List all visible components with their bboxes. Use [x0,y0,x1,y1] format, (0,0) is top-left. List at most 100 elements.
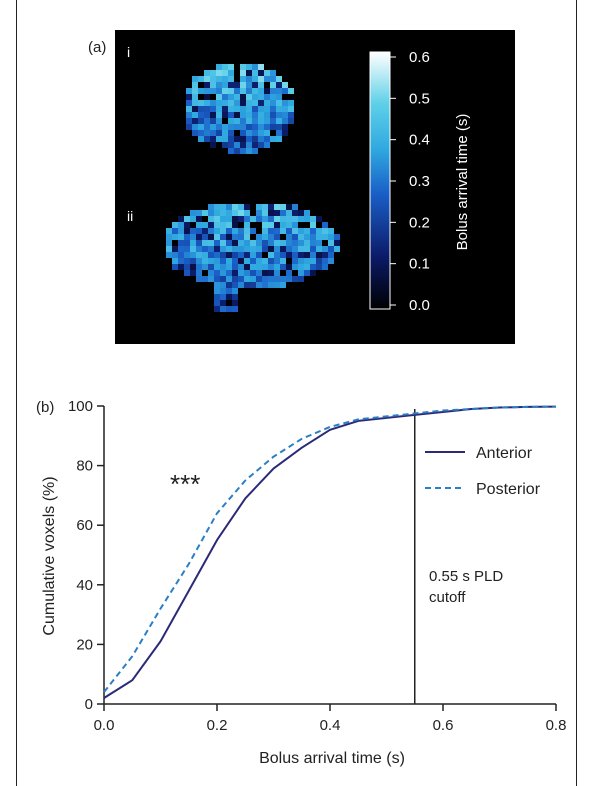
x-tick-label: 0.8 [546,717,567,734]
slice-voxel [186,118,192,124]
panel-a-label: (a) [88,39,106,56]
slice-voxel [222,82,228,88]
slice-voxel [196,276,202,282]
slice-voxel [282,130,288,136]
slice-voxel [304,210,310,216]
slice-voxel [256,204,262,210]
slice-voxel [232,252,238,258]
slice-voxel [208,258,214,264]
slice-voxel [226,204,232,210]
slice-voxel [246,88,252,94]
slice-voxel [216,64,222,70]
slice-voxel [226,234,232,240]
slice-voxel [276,130,282,136]
slice-voxel [208,240,214,246]
slice-voxel [202,210,208,216]
chart-lines [103,405,557,704]
brain-slice-i [186,64,294,154]
slice-voxel [244,276,250,282]
slice-voxel [216,136,222,142]
slice-voxel [292,228,298,234]
slice-voxel [190,258,196,264]
slice-voxel [268,228,274,234]
slice-voxel [204,100,210,106]
slice-voxel [244,228,250,234]
slice-voxel [214,306,220,312]
slice-voxel [204,94,210,100]
slice-voxel [208,234,214,240]
slice-voxel [240,136,246,142]
slice-voxel [328,228,334,234]
slice-voxel [202,228,208,234]
slice-voxel [166,252,172,258]
slice-voxel [244,240,250,246]
slice-voxel [214,216,220,222]
slice-voxel [310,240,316,246]
slice-voxel [220,204,226,210]
slice-voxel [178,258,184,264]
slice-voxel [220,258,226,264]
y-tick-label: 20 [76,636,93,653]
slice-voxel [264,130,270,136]
slice-voxel [220,246,226,252]
slice-voxel [256,234,262,240]
slice-voxel [202,264,208,270]
slice-voxel [240,76,246,82]
slice-voxel [298,210,304,216]
slice-voxel [256,282,262,288]
slice-voxel [234,82,240,88]
slice-voxel [282,112,288,118]
slice-voxel [246,136,252,142]
slice-voxel [264,142,270,148]
slice-voxel [274,222,280,228]
slice-voxel [208,216,214,222]
slice-voxel [186,100,192,106]
slice-voxel [222,136,228,142]
slice-voxel [210,142,216,148]
slice-voxel [310,270,316,276]
slice-voxel [268,246,274,252]
slice-voxel [262,246,268,252]
slice-voxel [250,264,256,270]
slice-voxel [232,306,238,312]
slice-voxel [244,258,250,264]
slice-voxel [322,222,328,228]
slice-voxel [276,106,282,112]
slice-voxel [246,124,252,130]
slice-voxel [228,124,234,130]
slice-voxel [238,264,244,270]
x-axis-title: Bolus arrival time (s) [259,750,405,767]
slice-voxel [208,246,214,252]
slice-voxel [184,240,190,246]
slice-voxel [258,82,264,88]
slice-voxel [208,276,214,282]
slice-voxel [166,234,172,240]
slice-voxel [234,94,240,100]
slice-voxel [274,264,280,270]
slice-voxel [262,270,268,276]
slice-voxel [298,234,304,240]
slice-voxel [304,216,310,222]
y-axis-title: Cumulative voxels (%) [41,476,58,635]
slice-voxel [322,234,328,240]
slice-voxel [244,246,250,252]
slice-voxel [234,142,240,148]
slice-voxel [322,228,328,234]
slice-voxel [310,216,316,222]
slice-voxel [208,228,214,234]
slice-voxel [256,264,262,270]
slice-voxel [238,258,244,264]
slice-voxel [270,88,276,94]
slice-voxel [274,216,280,222]
slice-voxel [234,88,240,94]
slice-voxel [256,216,262,222]
slice-voxel [316,234,322,240]
slice-voxel [232,264,238,270]
slice-voxel [178,222,184,228]
slice-voxel [258,136,264,142]
slice-voxel [258,142,264,148]
slice-voxel [208,252,214,258]
slice-voxel [264,76,270,82]
slice-voxel [198,88,204,94]
slice-voxel [232,288,238,294]
